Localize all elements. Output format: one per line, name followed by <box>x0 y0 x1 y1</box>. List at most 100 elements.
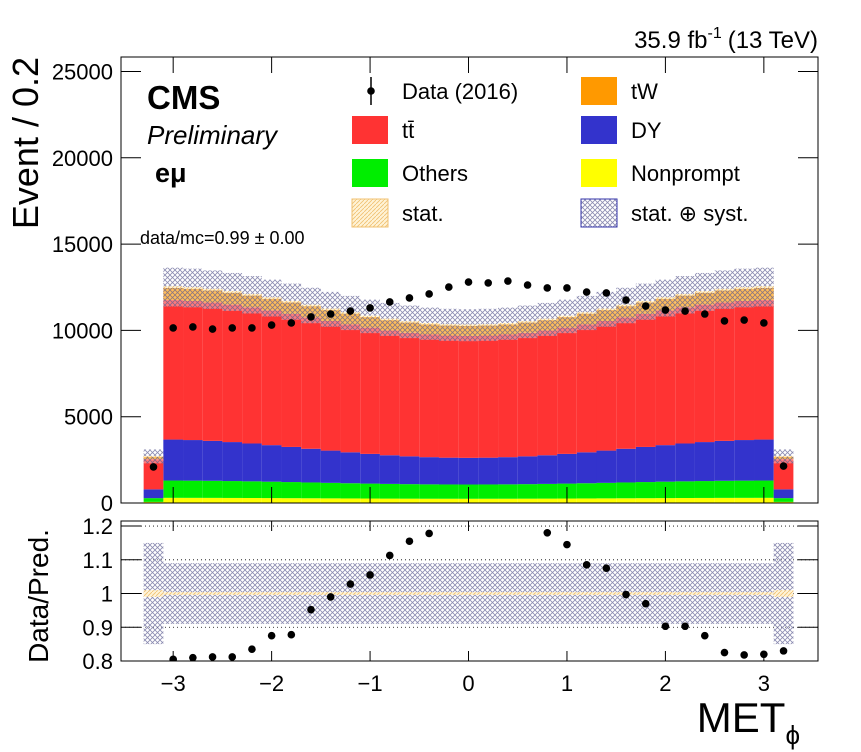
stack-bar <box>537 498 558 503</box>
stack-bar <box>183 497 203 503</box>
ratio-point <box>228 653 237 661</box>
stack-bar <box>320 450 341 483</box>
ratio-uncertainty-band <box>340 592 361 595</box>
stack-bar <box>596 320 617 451</box>
uncertainty-band <box>478 324 499 326</box>
stack-bar <box>458 457 479 485</box>
data-point <box>149 463 158 471</box>
legend-label: tW <box>631 79 658 104</box>
data-point <box>779 462 788 470</box>
x-tick-label: 2 <box>659 671 671 696</box>
stack-bar <box>379 483 400 499</box>
stack-bar <box>222 481 243 498</box>
uncertainty-band <box>143 455 164 457</box>
stack-bar <box>301 498 321 503</box>
uncertainty-band <box>754 286 774 288</box>
ratio-y-tick-label: 0.8 <box>82 649 113 674</box>
uncertainty-band <box>183 287 203 289</box>
ratio-point <box>740 651 748 659</box>
ratio-uncertainty-band <box>773 590 794 597</box>
uncertainty-band <box>379 318 400 321</box>
data-point <box>563 284 571 292</box>
ratio-frame <box>120 520 819 662</box>
stack-bar <box>498 457 518 485</box>
x-tick-label: 0 <box>462 671 474 696</box>
stack-bar <box>320 482 341 499</box>
legend-swatch <box>352 159 388 187</box>
top-frame <box>120 56 819 504</box>
data-point <box>582 288 591 296</box>
legend-swatch <box>581 116 617 144</box>
stack-bar <box>754 300 774 440</box>
data-point <box>267 321 276 329</box>
uncertainty-band <box>202 288 223 291</box>
stack-bar <box>773 498 794 502</box>
uncertainty-band <box>714 288 735 291</box>
legend-label: stat. ⊕ syst. <box>631 201 748 226</box>
stack-bar <box>517 484 538 499</box>
stack-bar <box>281 446 302 483</box>
ratio-point <box>267 631 276 640</box>
stack-bar <box>202 497 223 503</box>
uncertainty-band <box>261 297 282 299</box>
stack-bar <box>281 498 302 503</box>
ratio-plot-area <box>121 525 818 661</box>
stack-bar <box>340 483 361 499</box>
ratio-point <box>622 590 630 599</box>
ratio-uncertainty-band <box>694 592 715 595</box>
ratio-point <box>582 561 591 569</box>
legend-label: tt̄ <box>402 118 414 143</box>
stack-bar <box>242 443 262 482</box>
data-point <box>326 310 335 318</box>
ratio-uncertainty-band <box>379 592 400 595</box>
data-point <box>464 278 473 286</box>
uncertainty-band <box>498 322 518 325</box>
uncertainty-band <box>616 304 636 307</box>
lumi: 35.9 fb <box>634 27 707 54</box>
ratio-point <box>681 622 689 631</box>
ratio-uncertainty-band <box>655 592 676 595</box>
stack-bar <box>419 498 439 503</box>
stack-bar <box>340 452 361 484</box>
ratio-uncertainty-band <box>143 590 164 597</box>
ratio-point <box>326 593 335 601</box>
data-point <box>760 319 768 327</box>
stack-bar <box>458 335 479 458</box>
ratio-uncertainty-band <box>754 592 774 595</box>
lumi-label: 35.9 fb-1 (13 TeV) <box>634 25 818 54</box>
stack-bar <box>498 484 518 499</box>
data-point <box>346 307 355 315</box>
stack-bar <box>143 489 164 499</box>
data-point <box>740 316 748 324</box>
ratio-uncertainty-band <box>734 592 755 595</box>
data-point <box>504 277 512 285</box>
ratio-uncertainty-band <box>675 592 695 595</box>
annotation: data/mc=0.99 ± 0.00 <box>140 228 305 248</box>
uncertainty-band <box>242 293 262 296</box>
top-plot-area <box>143 267 794 503</box>
stack-bar <box>694 304 715 443</box>
stack-bar <box>340 324 361 453</box>
ratio-point <box>189 653 197 661</box>
stack-bar <box>202 480 223 498</box>
stack-bar <box>694 481 715 498</box>
stack-bar <box>596 498 617 503</box>
stack-bar <box>773 501 794 503</box>
stack-bar <box>635 313 656 447</box>
stack-bar <box>537 455 558 484</box>
stack-bar <box>734 480 755 498</box>
stack-bar <box>754 439 774 481</box>
ratio-uncertainty-band <box>222 592 243 595</box>
ratio-point <box>543 529 552 537</box>
stack-bar <box>734 300 755 441</box>
stack-bar <box>438 335 459 458</box>
uncertainty-band <box>222 291 243 293</box>
stack-bar <box>419 457 439 485</box>
stack-bar <box>419 334 439 458</box>
uncertainty-band <box>458 324 479 326</box>
stack-bar <box>163 300 184 440</box>
stack-bar <box>399 332 420 457</box>
x-tick-label: −3 <box>161 671 186 696</box>
stack-bar <box>635 482 656 499</box>
